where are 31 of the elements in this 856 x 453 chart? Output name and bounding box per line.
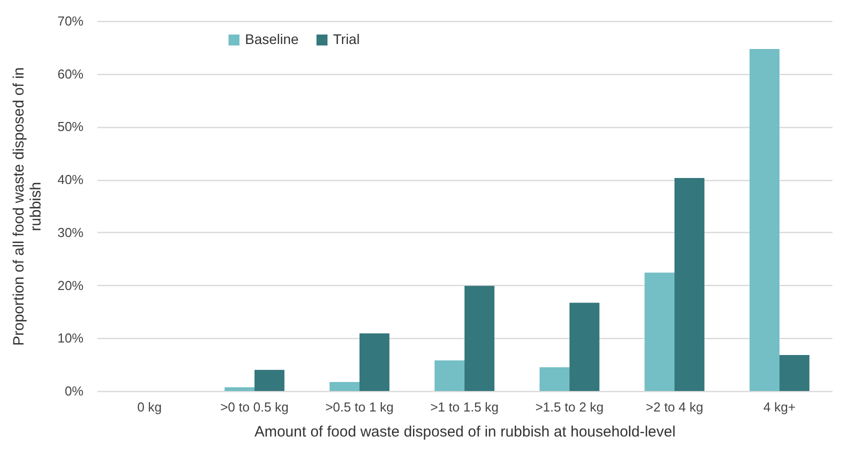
y-tick-label: 30% — [57, 224, 84, 240]
legend-label: Baseline — [245, 31, 299, 47]
y-tick-label: 60% — [57, 66, 84, 82]
x-tick-label: >0 to 0.5 kg — [220, 400, 289, 414]
x-tick-label: 4 kg+ — [763, 400, 796, 414]
bar — [644, 272, 674, 391]
x-axis-title: Amount of food waste disposed of in rubbish at household-level — [254, 424, 676, 440]
y-tick-label: 40% — [57, 172, 84, 188]
bar — [570, 302, 600, 391]
x-tick-label: >0.5 to 1 kg — [325, 400, 394, 414]
y-tick-label: 0% — [64, 384, 84, 398]
x-tick-label: >1.5 to 2 kg — [535, 400, 604, 414]
y-tick-label: 20% — [57, 278, 84, 293]
bar — [224, 387, 254, 391]
x-tick-label: >2 to 4 kg — [646, 400, 704, 414]
y-tick-label: 10% — [57, 330, 84, 346]
bar — [330, 382, 360, 391]
bar — [254, 370, 284, 391]
bar — [360, 333, 390, 391]
x-tick-label: >1 to 1.5 kg — [430, 400, 499, 414]
y-tick-label: 70% — [57, 14, 84, 28]
y-axis-title: Proportion of all food waste disposed of in rubbish — [10, 67, 44, 346]
bar — [780, 355, 810, 391]
x-tick-label: 0 kg — [137, 400, 162, 414]
bar — [750, 49, 780, 391]
bar — [674, 178, 704, 391]
bar — [434, 360, 464, 391]
y-tick-label: 50% — [57, 119, 84, 134]
bar — [464, 286, 494, 391]
bar — [540, 367, 570, 391]
legend-label: Trial — [333, 31, 360, 47]
